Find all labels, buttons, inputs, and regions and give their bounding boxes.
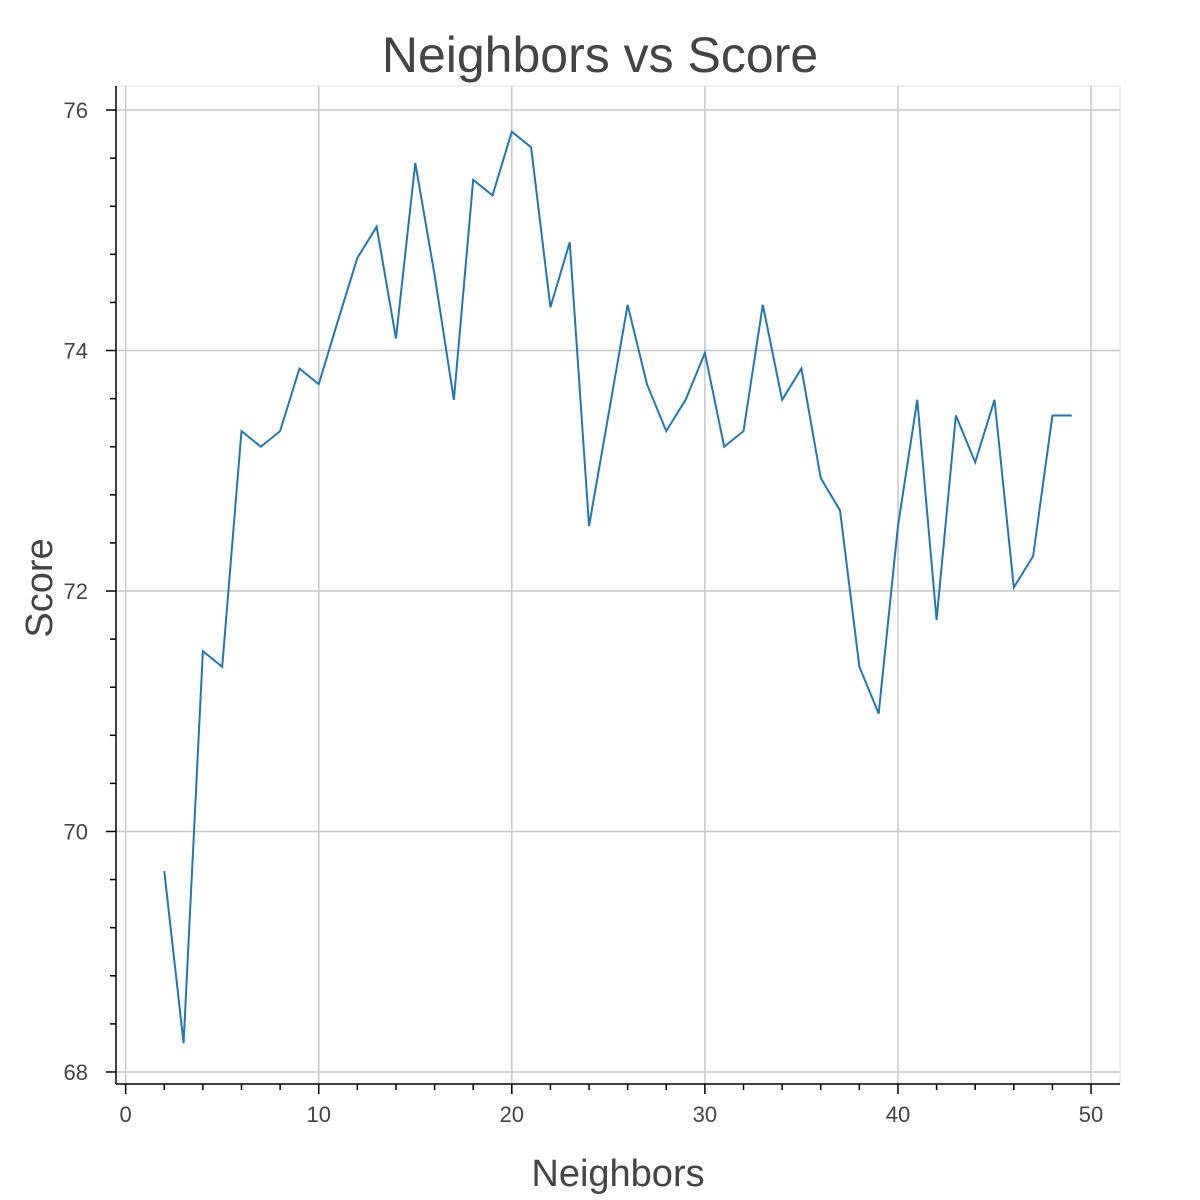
- x-tick-label: 0: [120, 1102, 132, 1127]
- x-axis-label: Neighbors: [531, 1153, 704, 1195]
- axes: 0 10 20 30 40 50 68 70 72 74 76: [64, 86, 1120, 1127]
- x-tick-label: 10: [306, 1102, 330, 1127]
- plot-frame: [115, 85, 1121, 1085]
- y-tick-label: 70: [64, 819, 88, 844]
- series-line: [163, 129, 1072, 1044]
- plot-frame-rect: [115, 85, 1121, 1085]
- chart-title: Neighbors vs Score: [382, 27, 818, 83]
- x-tick-label: 50: [1079, 1102, 1103, 1127]
- x-tick-label: 20: [500, 1102, 524, 1127]
- x-tick-label: 40: [886, 1102, 910, 1127]
- series-layer: [163, 129, 1072, 1044]
- grid: [116, 86, 1120, 1084]
- y-tick-label: 74: [64, 339, 88, 364]
- y-tick-label: 68: [64, 1060, 88, 1085]
- y-tick-label: 76: [64, 98, 88, 123]
- y-tick-label: 72: [64, 579, 88, 604]
- x-tick-label: 30: [693, 1102, 717, 1127]
- y-axis-label: Score: [19, 538, 61, 637]
